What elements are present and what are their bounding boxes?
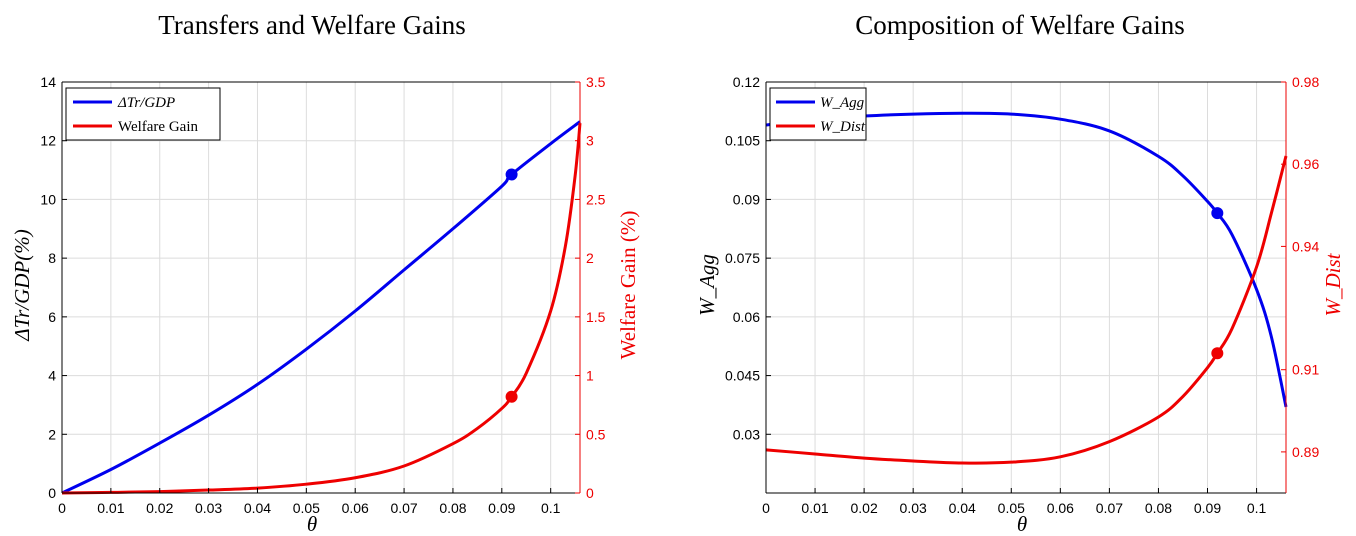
- y-tick-label-left: 4: [48, 368, 56, 384]
- y-tick-label-left: 0.12: [733, 74, 760, 90]
- y-tick-label-right: 2.5: [586, 191, 606, 207]
- x-axis-label: θ: [1017, 512, 1027, 536]
- y-tick-label-left: 0.09: [733, 191, 760, 207]
- x-tick-label: 0.04: [949, 500, 976, 516]
- x-tick-label: 0.05: [998, 500, 1025, 516]
- legend-box: [769, 87, 867, 141]
- y-tick-label-left: 14: [40, 74, 56, 90]
- y-tick-label-right: 0.5: [586, 426, 606, 442]
- x-tick-label: 0.06: [1047, 500, 1074, 516]
- chart-transfers-welfare: Transfers and Welfare Gains 0 0.01 0.02 0.0…: [10, 10, 640, 536]
- legend-label-wagg: W_Agg: [820, 95, 865, 111]
- y-tick-label-left: 6: [48, 309, 56, 325]
- legend-box: [65, 87, 221, 141]
- x-tick-label: 0.01: [97, 500, 124, 516]
- x-tick-label: 0.09: [488, 500, 515, 516]
- y-tick-label-right: 1: [586, 368, 594, 384]
- y-tick-label-left: 0.06: [733, 309, 760, 325]
- y-tick-label-left: 8: [48, 250, 56, 266]
- y-axis-label-left: W_Agg: [695, 254, 719, 316]
- series-line-blue: [765, 111, 1288, 408]
- y-tick-label-right: 0.96: [1292, 156, 1319, 172]
- x-tick-label: 0.08: [439, 500, 466, 516]
- y-tick-label-right: 0.94: [1292, 238, 1319, 254]
- y-axis-label-left: ΔTr/GDP(%): [10, 229, 34, 342]
- x-tick-label: 0.1: [1247, 500, 1267, 516]
- y-tick-label-right: 0: [586, 485, 594, 501]
- y-tick-label-left: 0: [48, 485, 56, 501]
- x-tick-label: 0.07: [1096, 500, 1123, 516]
- x-tick-label: 0.03: [195, 500, 222, 516]
- x-tick-label: 0: [58, 500, 66, 516]
- x-tick-label: 0: [762, 500, 770, 516]
- x-tick-label: 0.04: [244, 500, 271, 516]
- chart-title: Composition of Welfare Gains: [855, 10, 1185, 40]
- x-tick-label: 0.05: [293, 500, 320, 516]
- y-tick-label-right: 3.5: [586, 74, 606, 90]
- y-tick-label-right: 0.98: [1292, 74, 1319, 90]
- y-tick-label-right: 3: [586, 133, 594, 149]
- series-line-red: [765, 155, 1288, 465]
- legend: W_Agg W_Dist: [769, 87, 867, 141]
- highlight-point: [1211, 207, 1224, 220]
- y-tick-label-left: 10: [40, 191, 56, 207]
- y-tick-label-left: 12: [40, 133, 56, 149]
- x-tick-label: 0.02: [146, 500, 173, 516]
- x-tick-label: 0.02: [850, 500, 877, 516]
- y-tick-label-left: 2: [48, 426, 56, 442]
- highlight-point: [1211, 347, 1224, 360]
- x-axis-label: θ: [307, 512, 317, 536]
- x-tick-label: 0.03: [900, 500, 927, 516]
- y-tick-label-right: 1.5: [586, 309, 606, 325]
- y-tick-label-left: 0.03: [733, 426, 760, 442]
- y-axis-label-right: W_Dist: [1321, 252, 1345, 316]
- highlight-point: [505, 168, 518, 181]
- y-tick-label-right: 2: [586, 250, 594, 266]
- y-tick-label-left: 0.045: [725, 368, 760, 384]
- y-tick-label-right: 0.89: [1292, 444, 1319, 460]
- x-tick-label: 0.06: [342, 500, 369, 516]
- series-line-red: [61, 122, 582, 495]
- y-axis-label-right: Welfare Gain (%): [616, 211, 640, 360]
- legend-label-welfare: Welfare Gain: [118, 119, 198, 135]
- legend-label-wdist: W_Dist: [820, 119, 866, 135]
- chart-title: Transfers and Welfare Gains: [158, 10, 466, 40]
- y-tick-label-left: 0.075: [725, 250, 760, 266]
- chart-composition-welfare: Composition of Welfare Gains 0 0.01 0.02 0.…: [695, 10, 1345, 536]
- highlight-point: [505, 390, 518, 403]
- y-tick-label-left: 0.105: [725, 133, 760, 149]
- x-tick-label: 0.1: [541, 500, 561, 516]
- legend-label-transfers: ΔTr/GDP: [117, 95, 175, 111]
- x-tick-label: 0.01: [801, 500, 828, 516]
- legend: ΔTr/GDP Welfare Gain: [65, 87, 221, 141]
- x-tick-label: 0.09: [1194, 500, 1221, 516]
- y-tick-label-right: 0.91: [1292, 362, 1319, 378]
- x-tick-label: 0.08: [1145, 500, 1172, 516]
- x-tick-label: 0.07: [390, 500, 417, 516]
